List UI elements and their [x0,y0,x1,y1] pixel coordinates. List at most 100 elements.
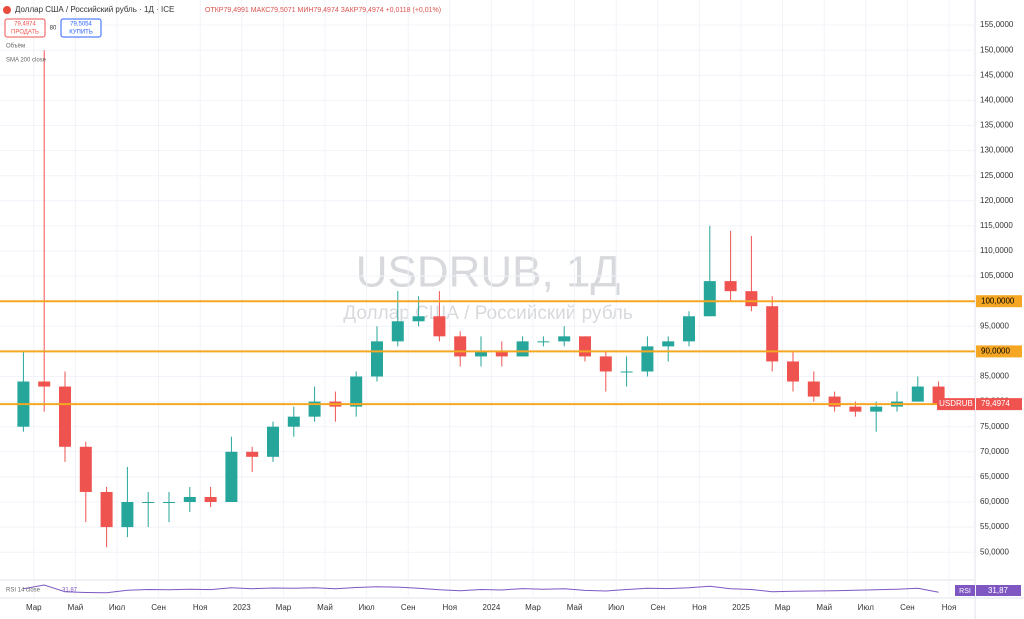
volume-indicator[interactable]: Объём [6,44,25,50]
rsi-name: RSI 14 close [6,588,41,594]
x-tick-label: 2024 [483,603,501,612]
y-tick-label: 120,0000 [980,196,1014,205]
candle-body [142,502,155,503]
y-tick-label: 50,0000 [980,547,1009,556]
y-tick-label: 75,0000 [980,422,1009,431]
watermark-title: USDRUB, 1Д [356,248,621,297]
x-tick-label: Мар [525,603,541,612]
y-tick-label: 70,0000 [980,447,1009,456]
x-tick-label: Июл [109,603,126,612]
candle-body [412,316,425,322]
x-tick-label: Июл [858,603,875,612]
candle-body [308,401,321,417]
price-tag: USDRUB [939,399,973,408]
y-tick-label: 60,0000 [980,497,1009,506]
buy-price: 79,5054 [70,22,92,28]
candle-body [454,336,467,357]
spread: 80 [50,26,57,32]
rsi-label-box [976,585,1021,596]
candle-body [267,426,279,457]
candle-body [516,341,529,357]
candle-body [849,406,862,412]
y-tick-label: 85,0000 [980,372,1009,381]
candle-body [620,371,633,373]
x-tick-label: Май [567,603,583,612]
candle-body [246,451,259,457]
level-label: 100,0000 [981,296,1015,305]
candle-body [558,336,571,342]
rsi-axis-label: 31,87 [988,586,1009,595]
symbol: Доллар США / Российский рубль · 1Д · ICE [15,5,174,14]
symbol-icon [3,6,11,14]
x-tick-label: Мар [775,603,791,612]
x-tick-label: 2023 [233,603,251,612]
candle-body [807,381,820,397]
buy-button[interactable] [60,18,102,38]
candle-body [579,336,591,357]
candle-body [911,386,924,402]
candle-body [641,346,654,372]
y-tick-label: 140,0000 [980,96,1014,105]
sell-label: ПРОДАТЬ [11,30,39,36]
x-tick-label: Ноя [443,603,458,612]
candle-body [787,361,799,382]
candle-body [683,316,695,342]
x-tick-label: Ноя [193,603,208,612]
candle-body [433,316,446,337]
rsi-value: 31,87 [62,588,78,594]
x-tick-label: Мар [276,603,292,612]
candle-body [350,376,363,407]
y-tick-label: 155,0000 [980,20,1014,29]
rsi-line [23,584,939,594]
x-tick-label: Май [317,603,333,612]
watermark-subtitle: Доллар США / Российский рубль [343,303,633,324]
candle-body [38,381,51,387]
candle-body [287,416,300,427]
candle-body [724,281,737,292]
candle-body [121,502,134,528]
y-tick-label: 105,0000 [980,271,1014,280]
candle-body [79,446,92,492]
candle-body [745,291,758,307]
candle-body [703,281,716,317]
candle-body [163,502,175,503]
y-tick-label: 135,0000 [980,121,1014,130]
candle-body [495,351,508,357]
x-tick-label: Май [68,603,84,612]
candle-body [100,491,113,528]
x-tick-label: Ноя [692,603,707,612]
y-tick-label: 110,0000 [980,246,1013,255]
x-tick-label: 2025 [732,603,750,612]
candle-body [537,341,550,343]
y-tick-label: 65,0000 [980,472,1009,481]
x-tick-label: Ноя [942,603,957,612]
candle-body [870,406,883,412]
candle-body [59,386,71,447]
candle-body [475,351,487,357]
price-label: 79,4974 [981,399,1010,408]
level-label-box [976,345,1022,358]
candle-body [225,451,238,502]
candle-body [662,341,675,347]
candle-body [766,306,779,362]
price-label-box [976,398,1022,411]
buy-label: КУПИТЬ [69,30,93,36]
sell-button[interactable] [4,18,46,38]
sma-indicator[interactable]: SMA 200 close [6,58,47,64]
y-tick-label: 125,0000 [980,171,1014,180]
candle-body [183,496,196,502]
x-tick-label: Сен [650,603,665,612]
y-tick-label: 130,0000 [980,146,1014,155]
y-tick-label: 55,0000 [980,522,1009,531]
candle-body [204,496,217,502]
x-tick-label: Сен [900,603,915,612]
candle-body [391,321,404,342]
rsi-tag: RSI [959,588,971,595]
x-tick-label: Мар [26,603,42,612]
x-tick-label: Сен [151,603,166,612]
level-label-box [976,295,1022,308]
y-tick-label: 145,0000 [980,70,1014,79]
